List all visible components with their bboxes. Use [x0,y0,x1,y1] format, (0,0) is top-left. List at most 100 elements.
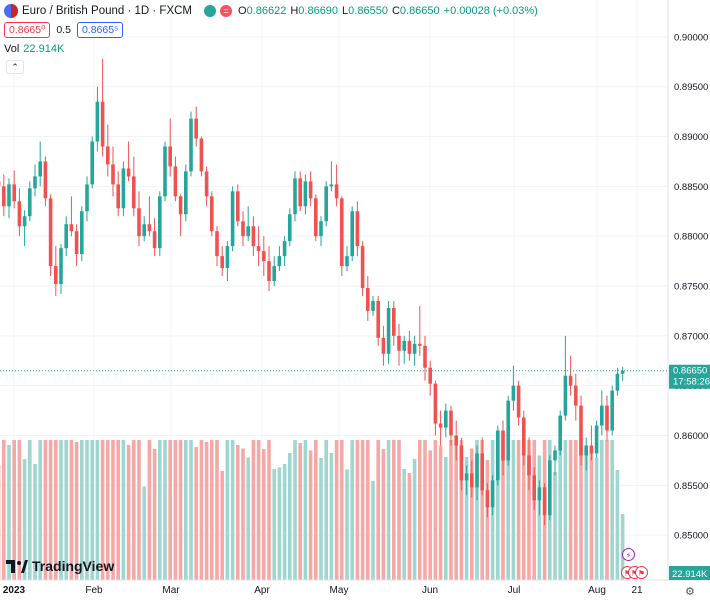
candle-body [428,367,432,384]
ohlc-open-value: 0.86622 [246,5,287,17]
candle-body [501,430,505,461]
volume-bar [173,440,178,580]
volume-bar [366,440,370,580]
volume-bar [142,486,146,580]
volume-label-text[interactable]: Vol [4,43,20,55]
candle-body [334,184,339,199]
volume-bar [459,440,464,580]
equals-icon[interactable]: = [220,5,232,17]
volume-bar [69,440,74,580]
volume-bar [444,457,448,580]
volume-bar [282,464,287,580]
volume-bar [334,440,339,580]
price-change: +0.00028 (+0.03%) [443,5,538,17]
volume-bar [7,445,11,580]
volume-bar [475,440,479,580]
candle-body [459,445,464,481]
candle-body [568,375,573,386]
lightning-icon[interactable]: ⚡ [622,548,635,561]
buy-button[interactable]: 0.8665⁵ [76,22,124,38]
candle-body [412,343,417,354]
volume-bar [12,440,16,580]
ohlc-low-value: 0.86550 [348,5,388,17]
candle-body [184,171,188,215]
volume-bar [480,440,484,580]
sell-button[interactable]: 0.8665⁰ [4,22,51,38]
ohlc-high-value: 0.86690 [298,5,339,17]
candle-body [38,161,42,177]
candle-body [210,196,214,232]
candle-body [85,184,89,212]
volume-bar [506,440,510,580]
candle-body [386,307,391,354]
candle-body [189,118,193,172]
volume-bar [230,440,235,580]
candle-body [392,307,396,336]
price-axis[interactable]: 0.90000 0.89500 0.89000 0.88500 0.88000 0.875… [674,32,708,541]
candle-body [308,181,313,199]
candle-body [423,345,427,368]
candle-body [615,373,620,391]
candle-body [511,385,516,401]
candle-body [293,178,297,215]
candle-body [230,191,235,247]
volume-bar [319,458,323,580]
volume-bar [204,442,209,580]
volume-bar [194,447,198,580]
candle-body [126,168,131,177]
volume-bar [100,440,105,580]
volume-bar [496,440,500,580]
symbol-title[interactable]: Euro / British Pound · 1D · FXCM [22,5,192,17]
volume-bar [210,440,214,580]
volume-bar [80,440,84,580]
volume-bar [48,440,53,580]
volume-bar [178,440,183,580]
candle-body [303,181,308,207]
candle-body [163,146,167,197]
volume-bar [168,440,172,580]
time-axis[interactable]: 2023 Feb Mar Apr May Jun Jul Aug 21 [3,585,643,596]
time-tick-label: Jun [422,585,438,596]
volume-bar [236,445,240,580]
volume-axis-value: 22.914K [672,569,708,580]
candlestick-series [0,58,625,526]
last-price-label: 0.86650 17:58:26 [669,364,710,389]
candle-body [553,450,557,461]
time-tick-label: Mar [162,585,180,596]
volume-bar [121,440,126,580]
candle-body [256,246,261,252]
flag-icon[interactable]: ⚑ [635,566,648,579]
gear-icon[interactable]: ⚙ [685,586,695,598]
price-tick-label: 0.90000 [674,32,708,43]
time-tick-label: 2023 [3,585,26,596]
candle-body [59,248,63,285]
candle-body [314,198,318,237]
candle-body [532,475,536,501]
volume-bar [152,449,157,580]
candle-body [12,184,16,202]
volume-bar [147,440,152,580]
volume-bar [272,469,276,580]
candle-body [74,231,79,255]
volume-bar [215,440,219,580]
candle-body [282,241,287,257]
market-open-icon[interactable] [204,5,216,17]
collapse-legend-button[interactable]: ⌃ [6,60,24,74]
volume-value: 22.914K [23,43,65,55]
volume-bar [553,472,557,580]
ohlc-high-key: H [290,5,299,17]
candle-body [438,423,443,428]
volume-bar [163,440,167,580]
candle-body [178,196,183,215]
volume-bar [126,445,131,580]
candle-body [574,385,578,406]
volume-bar [111,440,115,580]
volume-bar [386,440,391,580]
price-tick-label: 0.86000 [674,431,708,442]
volume-bar [59,440,63,580]
candle-body [605,405,609,431]
price-tick-label: 0.85500 [674,481,708,492]
volume-bar [610,440,614,580]
tradingview-logo[interactable]: TradingView [6,558,114,574]
